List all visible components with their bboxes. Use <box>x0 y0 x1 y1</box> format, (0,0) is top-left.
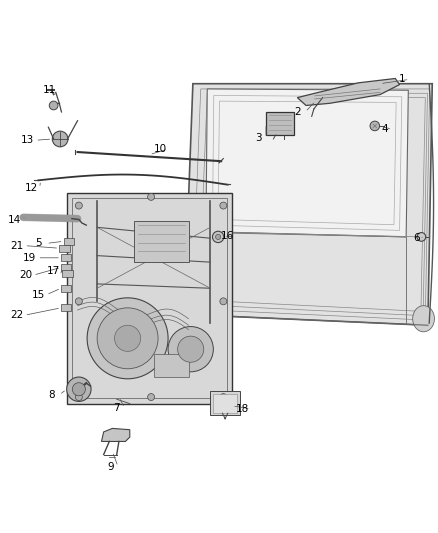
Polygon shape <box>102 429 130 441</box>
Ellipse shape <box>413 305 434 332</box>
Circle shape <box>75 393 82 400</box>
Circle shape <box>75 202 82 209</box>
Text: 4: 4 <box>381 124 388 134</box>
Circle shape <box>215 235 221 239</box>
Polygon shape <box>266 112 294 135</box>
Circle shape <box>148 193 155 200</box>
Text: 17: 17 <box>47 266 60 276</box>
Circle shape <box>417 232 426 241</box>
Bar <box>60 264 71 271</box>
Circle shape <box>97 308 158 369</box>
Text: 10: 10 <box>154 144 167 154</box>
Bar <box>213 394 237 413</box>
Circle shape <box>220 298 227 305</box>
Text: 18: 18 <box>237 404 250 414</box>
Circle shape <box>168 327 213 372</box>
Bar <box>60 254 71 261</box>
Polygon shape <box>67 192 232 403</box>
Circle shape <box>220 393 227 400</box>
Circle shape <box>178 336 204 362</box>
Circle shape <box>220 202 227 209</box>
Text: 9: 9 <box>107 462 113 472</box>
Bar <box>59 245 70 252</box>
Circle shape <box>370 121 380 131</box>
Polygon shape <box>206 89 408 237</box>
Text: 16: 16 <box>221 231 234 241</box>
Circle shape <box>115 325 141 351</box>
Text: 13: 13 <box>21 135 34 146</box>
Text: 8: 8 <box>48 390 55 400</box>
Bar <box>60 304 71 311</box>
Text: 5: 5 <box>35 238 42 248</box>
Bar <box>60 285 71 292</box>
Text: 3: 3 <box>255 133 261 143</box>
Circle shape <box>75 298 82 305</box>
Text: 20: 20 <box>19 270 32 280</box>
Text: 21: 21 <box>10 240 23 251</box>
Bar <box>134 221 188 262</box>
Circle shape <box>87 298 168 379</box>
Bar <box>64 238 74 245</box>
Text: 6: 6 <box>414 233 420 243</box>
Bar <box>210 391 240 415</box>
Text: 15: 15 <box>32 290 45 300</box>
Text: 1: 1 <box>399 75 405 84</box>
Text: 22: 22 <box>10 310 23 320</box>
Text: 19: 19 <box>23 253 36 263</box>
Polygon shape <box>297 78 399 106</box>
Circle shape <box>148 393 155 400</box>
Polygon shape <box>184 84 432 325</box>
Text: 14: 14 <box>8 215 21 225</box>
Circle shape <box>212 231 224 243</box>
Text: 7: 7 <box>113 403 120 413</box>
Circle shape <box>67 377 91 401</box>
Text: 2: 2 <box>294 107 300 117</box>
Circle shape <box>52 131 68 147</box>
Circle shape <box>72 383 85 396</box>
Text: 11: 11 <box>42 85 56 95</box>
Text: 12: 12 <box>25 183 39 193</box>
Circle shape <box>49 101 58 110</box>
Bar <box>62 270 73 277</box>
Bar <box>154 353 188 377</box>
